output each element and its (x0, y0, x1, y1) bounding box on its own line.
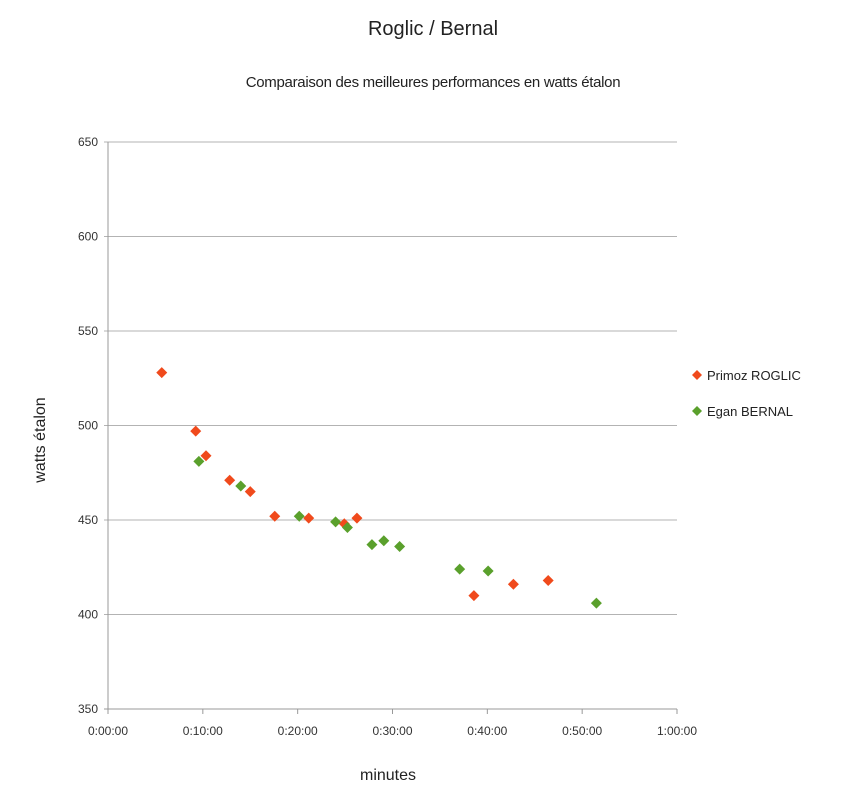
y-tick-label: 350 (78, 702, 98, 716)
data-point-egan-bernal (482, 565, 494, 577)
x-axis-title: minutes (360, 767, 416, 784)
data-point-primoz-roglic (303, 512, 315, 524)
legend-marker-primoz-roglic (692, 370, 702, 380)
y-tick-label: 650 (78, 135, 98, 149)
x-tick-label: 1:00:00 (657, 724, 697, 738)
y-tick-label: 550 (78, 324, 98, 338)
data-point-egan-bernal (235, 480, 247, 492)
legend-marker-egan-bernal (692, 406, 702, 416)
x-tick-label: 0:20:00 (278, 724, 318, 738)
y-tick-label: 500 (78, 419, 98, 433)
data-point-egan-bernal (378, 535, 390, 547)
y-tick-label: 400 (78, 608, 98, 622)
y-tick-labels: 350 400 450 500 550 600 650 (78, 135, 98, 716)
x-tick-label: 0:30:00 (372, 724, 412, 738)
x-tick-label: 0:40:00 (467, 724, 507, 738)
data-point-primoz-roglic (224, 474, 236, 486)
data-point-egan-bernal (366, 539, 378, 551)
legend: Primoz ROGLIC Egan BERNAL (692, 368, 801, 419)
data-point-egan-bernal (193, 455, 205, 467)
data-points (156, 367, 602, 609)
x-tick-label: 0:50:00 (562, 724, 602, 738)
data-point-egan-bernal (454, 563, 466, 575)
chart-subtitle: Comparaison des meilleures performances … (245, 74, 621, 91)
data-point-primoz-roglic (542, 574, 554, 586)
data-point-egan-bernal (394, 540, 406, 552)
gridlines (104, 141, 677, 710)
data-point-egan-bernal (590, 597, 602, 609)
data-point-egan-bernal (341, 522, 353, 534)
y-tick-label: 450 (78, 513, 98, 527)
data-point-primoz-roglic (190, 425, 202, 437)
x-tick-labels: 0:00:00 0:10:00 0:20:00 0:30:00 0:40:00 0:50:… (88, 709, 697, 738)
legend-label-primoz-roglic: Primoz ROGLIC (707, 368, 801, 383)
x-tick-label: 0:00:00 (88, 724, 128, 738)
legend-label-egan-bernal: Egan BERNAL (707, 404, 793, 419)
data-point-egan-bernal (293, 510, 305, 522)
data-point-primoz-roglic (156, 367, 168, 379)
data-point-primoz-roglic (507, 578, 519, 590)
data-point-primoz-roglic (468, 590, 480, 602)
data-point-primoz-roglic (244, 486, 256, 498)
y-tick-label: 600 (78, 230, 98, 244)
data-point-primoz-roglic (269, 510, 281, 522)
chart-title: Roglic / Bernal (367, 18, 499, 40)
y-axis-title: watts étalon (32, 397, 49, 483)
data-point-primoz-roglic (351, 512, 363, 524)
data-point-egan-bernal (330, 516, 342, 528)
x-tick-label: 0:10:00 (183, 724, 223, 738)
data-point-primoz-roglic (200, 450, 212, 462)
